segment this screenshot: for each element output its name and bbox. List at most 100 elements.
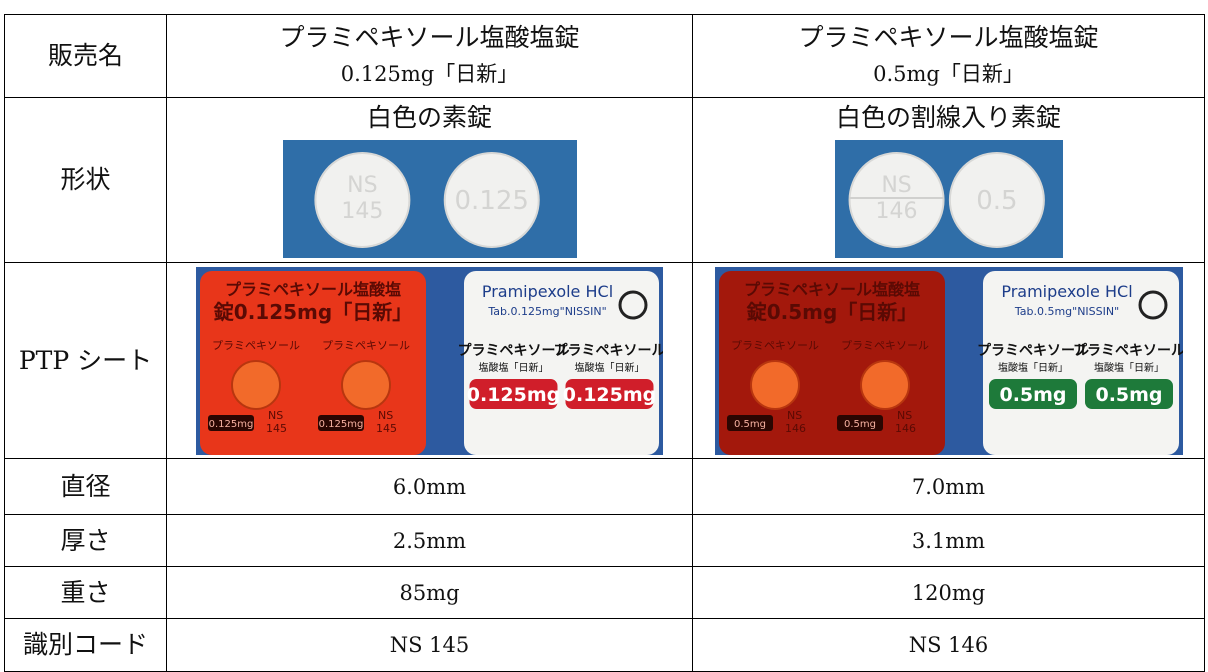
strength-badge	[988, 378, 1077, 409]
ptp-text: 錠0.5mg「日新」	[745, 300, 917, 324]
text: プラミペキソール塩酸塩錠	[798, 23, 1099, 52]
row: 重さ 85mg 120mg	[4, 566, 1205, 619]
tablet-in-blister	[231, 359, 281, 410]
cell: NS 146	[692, 618, 1205, 672]
ptp-text: 0.125mg	[467, 384, 561, 406]
cell: プラミペキソール塩酸塩錠 0.125mg「日新」	[166, 14, 693, 98]
ptp-text: 0.125mg	[209, 419, 254, 430]
text: 白色の素錠	[366, 103, 492, 132]
ptp-text: プラミペキソール	[841, 339, 929, 352]
ptp-text: 0.125mg	[319, 419, 364, 430]
ptp-text: プラミペキソール	[1073, 343, 1183, 359]
ptp-text: 0.5mg	[1095, 384, 1162, 406]
row-label: 形状	[4, 97, 167, 263]
cell: NS 145	[166, 618, 693, 672]
ptp-text: 0.125mg	[563, 384, 657, 406]
text: プラミペキソール塩酸塩錠	[279, 23, 580, 52]
tablet-in-blister	[859, 359, 910, 410]
code-badge	[836, 414, 883, 431]
recycle-mark	[1138, 290, 1167, 319]
ptp-text: プラミペキソール	[731, 339, 819, 352]
cell: 85mg	[166, 566, 693, 619]
row-label: PTP シート	[4, 262, 167, 459]
cell: 3.1mm	[692, 514, 1205, 567]
ptp-text: 0.5mg	[844, 419, 876, 430]
strength-badge	[469, 378, 558, 409]
ptp-text: 145	[266, 422, 287, 435]
ptp-text: プラミペキソール	[322, 339, 410, 352]
ptp-text: 146	[785, 422, 806, 435]
row: PTP シート プラミペキソール塩酸塩 錠0.125mg「日新」 プラミペキソール 0…	[4, 262, 1205, 459]
cell: 白色の割線入り素錠 NS 146 0.5	[692, 97, 1205, 263]
photo: プラミペキソール塩酸塩錠0.5mg「日新」プラミペキソール0.5mgNS146プ…	[714, 266, 1185, 455]
ptp-text: プラミペキソール	[458, 343, 570, 359]
tablet-in-blister	[749, 359, 800, 410]
code-badge	[726, 414, 773, 431]
ptp-text: Pramipexole HCl	[1001, 282, 1132, 301]
ptp-text: プラミペキソール	[554, 343, 664, 359]
strength-badge	[1084, 378, 1173, 409]
ptp-text: 錠0.125mg「日新」	[213, 300, 412, 324]
ptp-text: Pramipexole HCl	[482, 282, 613, 301]
ptp-text: 146	[895, 422, 916, 435]
imprint: 145	[341, 199, 383, 224]
ptp-text: Tab.0.125mg"NISSIN"	[487, 305, 606, 318]
tablet-in-blister	[341, 359, 391, 410]
imprint: 0.125	[454, 186, 528, 216]
code-badge	[318, 414, 364, 431]
cell: 120mg	[692, 566, 1205, 619]
cell: 6.0mm	[166, 458, 693, 515]
cell: 7.0mm	[692, 458, 1205, 515]
cell: プラミペキソール塩酸塩 錠0.5mg「日新」 プラミペキソール 0.5mg NS 146 プ…	[692, 262, 1205, 459]
code-badge	[208, 414, 254, 431]
text: 白色の割線入り素錠	[835, 103, 1061, 132]
ptp-text: NS	[897, 409, 912, 422]
text: 0.5mg「日新」	[873, 62, 1024, 86]
ptp-text: 塩酸塩「日新」	[479, 361, 549, 374]
row-label: 厚さ	[4, 514, 167, 567]
product-table: 販売名 プラミペキソール塩酸塩錠 0.125mg「日新」 プラミペキソール塩酸塩錠…	[4, 14, 1205, 672]
cell: 2.5mm	[166, 514, 693, 567]
ptp-text: 145	[376, 422, 397, 435]
cell: プラミペキソール塩酸塩 錠0.125mg「日新」プラミペキソール 0.125mg NS…	[166, 262, 693, 459]
ptp-photo: プラミペキソール塩酸塩 錠0.5mg「日新」 プラミペキソール 0.5mg NS 146 プ…	[714, 266, 1185, 455]
tablet	[948, 152, 1045, 248]
imprint: 0.5	[976, 186, 1017, 216]
row-label: 識別コード	[4, 618, 167, 672]
row: 形状 白色の素錠 NS 145 0.125 白色の割線入り素錠 NS 146 0.5	[4, 97, 1205, 263]
ptp-text: 0.5mg	[999, 384, 1066, 406]
ptp-text: 塩酸塩「日新」	[998, 361, 1068, 374]
ptp-text: NS	[268, 409, 283, 422]
ptp-photo: プラミペキソール塩酸塩 錠0.125mg「日新」プラミペキソール 0.125mg NS…	[196, 266, 666, 455]
row: 直径 6.0mm 7.0mm	[4, 458, 1205, 515]
tablet	[848, 152, 945, 248]
ptp-text: プラミペキソール塩酸塩	[225, 280, 401, 299]
tablet-photo: NS 145 0.125	[282, 140, 577, 258]
row-label: 販売名	[4, 14, 167, 98]
ptp-text: 塩酸塩「日新」	[1094, 361, 1164, 374]
tablet-photo: NS 146 0.5	[834, 140, 1063, 258]
row-label: 直径	[4, 458, 167, 515]
cell: 白色の素錠 NS 145 0.125	[166, 97, 693, 263]
row: 識別コード NS 145 NS 146	[4, 618, 1205, 672]
cell: プラミペキソール塩酸塩錠 0.5mg「日新」	[692, 14, 1205, 98]
tablet	[313, 152, 410, 248]
ptp-text: プラミペキソール	[977, 343, 1089, 359]
ptp-text: NS	[787, 409, 802, 422]
tablet	[443, 152, 540, 248]
text: 0.125mg「日新」	[340, 62, 519, 86]
ptp-text: Tab.0.5mg"NISSIN"	[1013, 305, 1118, 318]
imprint: NS	[881, 173, 911, 198]
ptp-text: プラミペキソール	[212, 339, 300, 352]
row: 厚さ 2.5mm 3.1mm	[4, 514, 1205, 567]
imprint: 146	[875, 199, 917, 224]
ptp-text: プラミペキソール塩酸塩	[743, 280, 919, 299]
row-label: 重さ	[4, 566, 167, 619]
imprint: NS	[347, 173, 377, 198]
recycle-mark	[618, 290, 648, 319]
strength-badge	[565, 378, 654, 409]
